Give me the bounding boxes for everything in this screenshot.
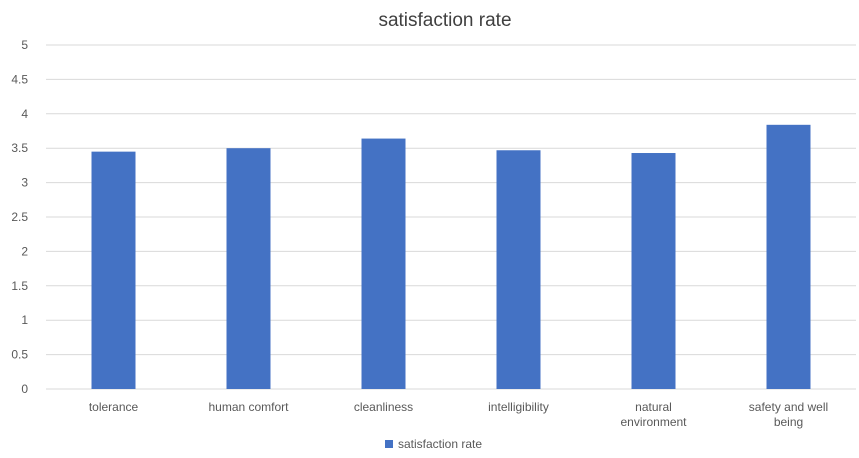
x-tick-label: intelligibility [488,400,549,414]
y-tick-label: 3 [21,176,28,190]
y-tick-label: 0.5 [11,348,28,362]
legend: satisfaction rate [385,437,482,451]
y-tick-label: 2 [21,244,28,258]
x-axis-labels: tolerance human comfort cleanliness intelli… [89,400,828,429]
legend-label: satisfaction rate [398,437,482,451]
bar [496,150,541,389]
bar [631,153,676,389]
bar [226,148,271,389]
x-tick-label: tolerance [89,400,139,414]
bars [91,124,811,390]
x-tick-label: natural environment [620,400,687,429]
bar [766,124,811,390]
legend-swatch [385,440,393,448]
x-tick-label: human comfort [208,400,289,414]
y-tick-label: 1.5 [11,279,28,293]
bar [91,151,136,389]
y-tick-label: 0 [21,382,28,396]
y-tick-label: 4 [21,107,28,121]
y-tick-label: 2.5 [11,210,28,224]
chart-title: satisfaction rate [378,10,511,31]
x-tick-label: safety and well being [749,400,828,429]
x-tick-label: cleanliness [354,400,413,414]
y-axis-ticks: 0 0.5 1 1.5 2 2.5 3 3.5 4 4.5 5 [11,38,28,396]
bar [361,138,406,389]
y-tick-label: 1 [21,313,28,327]
y-tick-label: 3.5 [11,141,28,155]
y-tick-label: 5 [21,38,28,52]
gridlines [46,44,856,390]
y-tick-label: 4.5 [11,72,28,86]
